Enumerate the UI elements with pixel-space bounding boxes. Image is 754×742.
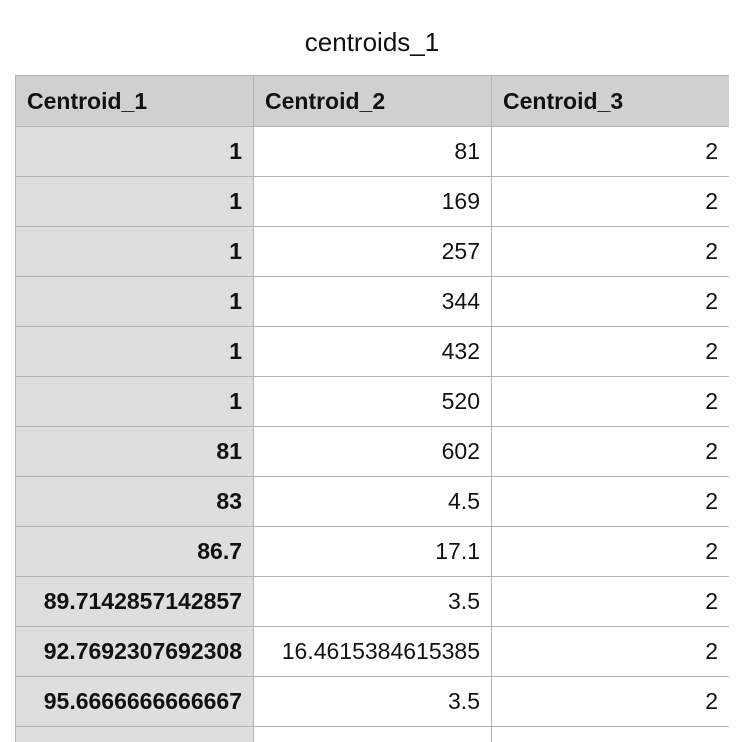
table-cell[interactable]: 16.4615384615385 bbox=[253, 626, 492, 677]
table-row: 86.7 17.1 2 bbox=[15, 526, 729, 577]
column-header-centroid-3[interactable]: Centroid_3 bbox=[491, 75, 729, 127]
table-cell[interactable]: 1 bbox=[15, 226, 254, 277]
sheet-title: centroids_1 bbox=[304, 27, 440, 57]
table-row: 1 81 2 bbox=[15, 126, 729, 177]
table-row-partial bbox=[15, 726, 729, 742]
table-row: 83 4.5 2 bbox=[15, 476, 729, 527]
table-cell[interactable]: 2 bbox=[491, 426, 729, 477]
table-cell-empty[interactable] bbox=[253, 726, 492, 742]
table-cell[interactable]: 2 bbox=[491, 626, 729, 677]
table-cell[interactable]: 81 bbox=[15, 426, 254, 477]
table-cell[interactable]: 95.6666666666667 bbox=[15, 676, 254, 727]
table-cell-empty[interactable] bbox=[491, 726, 729, 742]
table-cell[interactable]: 2 bbox=[491, 476, 729, 527]
table-cell[interactable]: 2 bbox=[491, 226, 729, 277]
table-cell[interactable]: 2 bbox=[491, 326, 729, 377]
table-cell[interactable]: 1 bbox=[15, 276, 254, 327]
table-cell[interactable]: 1 bbox=[15, 376, 254, 427]
centroids-table: Centroid_1 Centroid_2 Centroid_3 1 81 2 … bbox=[15, 75, 729, 742]
table-cell[interactable]: 2 bbox=[491, 376, 729, 427]
table-cell[interactable]: 83 bbox=[15, 476, 254, 527]
table-cell[interactable]: 2 bbox=[491, 276, 729, 327]
table-cell[interactable]: 169 bbox=[253, 176, 492, 227]
table-row: 95.6666666666667 3.5 2 bbox=[15, 676, 729, 727]
table-cell[interactable]: 92.7692307692308 bbox=[15, 626, 254, 677]
table-cell[interactable]: 89.7142857142857 bbox=[15, 576, 254, 627]
table-cell[interactable]: 3.5 bbox=[253, 676, 492, 727]
data-table-container[interactable]: Centroid_1 Centroid_2 Centroid_3 1 81 2 … bbox=[15, 75, 729, 742]
table-row: 81 602 2 bbox=[15, 426, 729, 477]
table-cell[interactable]: 2 bbox=[491, 526, 729, 577]
table-cell[interactable]: 1 bbox=[15, 176, 254, 227]
header-row: Centroid_1 Centroid_2 Centroid_3 bbox=[15, 75, 729, 127]
table-cell[interactable]: 344 bbox=[253, 276, 492, 327]
table-cell[interactable]: 3.5 bbox=[253, 576, 492, 627]
table-row: 1 169 2 bbox=[15, 176, 729, 227]
column-header-centroid-2[interactable]: Centroid_2 bbox=[253, 75, 492, 127]
table-cell[interactable]: 17.1 bbox=[253, 526, 492, 577]
table-row: 92.7692307692308 16.4615384615385 2 bbox=[15, 626, 729, 677]
table-cell[interactable]: 520 bbox=[253, 376, 492, 427]
table-cell[interactable]: 602 bbox=[253, 426, 492, 477]
table-row: 1 344 2 bbox=[15, 276, 729, 327]
table-cell[interactable]: 2 bbox=[491, 176, 729, 227]
column-header-centroid-1[interactable]: Centroid_1 bbox=[15, 75, 254, 127]
table-row: 1 520 2 bbox=[15, 376, 729, 427]
table-row: 1 432 2 bbox=[15, 326, 729, 377]
table-cell[interactable]: 257 bbox=[253, 226, 492, 277]
table-cell[interactable]: 4.5 bbox=[253, 476, 492, 527]
table-cell[interactable]: 2 bbox=[491, 126, 729, 177]
table-cell[interactable]: 86.7 bbox=[15, 526, 254, 577]
table-cell[interactable]: 432 bbox=[253, 326, 492, 377]
table-cell-empty[interactable] bbox=[15, 726, 254, 742]
table-cell[interactable]: 2 bbox=[491, 676, 729, 727]
table-row: 89.7142857142857 3.5 2 bbox=[15, 576, 729, 627]
table-row: 1 257 2 bbox=[15, 226, 729, 277]
table-cell[interactable]: 81 bbox=[253, 126, 492, 177]
table-cell[interactable]: 1 bbox=[15, 326, 254, 377]
table-cell[interactable]: 2 bbox=[491, 576, 729, 627]
table-cell[interactable]: 1 bbox=[15, 126, 254, 177]
